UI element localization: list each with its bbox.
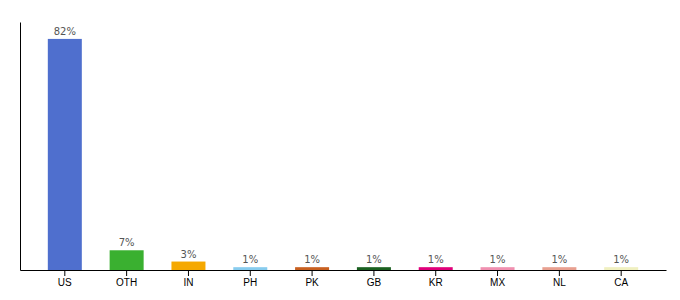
- bars: [48, 39, 638, 270]
- x-tick-mark: [312, 270, 313, 276]
- x-tick-mark: [559, 270, 560, 276]
- x-tick-mark: [250, 270, 251, 276]
- x-tick-label: PK: [305, 277, 319, 288]
- x-tick-label: US: [58, 277, 72, 288]
- bar: [419, 267, 453, 270]
- x-tick-mark: [621, 270, 622, 276]
- x-tick: IN: [183, 270, 193, 288]
- y-axis: [20, 23, 21, 271]
- chart: US OTH IN PH PK GB KR MX NL CA 82% 7% 3% 1% 1% 1% 1% 1% 1%…: [0, 0, 680, 300]
- x-tick: NL: [553, 270, 566, 288]
- x-tick-label: IN: [183, 277, 193, 288]
- data-label: 1%: [366, 254, 382, 265]
- bar: [357, 267, 391, 270]
- bar: [48, 39, 82, 270]
- x-tick: MX: [490, 270, 505, 288]
- x-tick-mark: [64, 270, 65, 276]
- bar: [233, 267, 267, 270]
- data-label: 1%: [613, 254, 629, 265]
- x-tick-label: PH: [243, 277, 257, 288]
- data-label: 1%: [490, 254, 506, 265]
- x-tick-label: MX: [490, 277, 505, 288]
- data-label: 3%: [181, 249, 197, 260]
- data-label: 1%: [551, 254, 567, 265]
- x-axis: US OTH IN PH PK GB KR MX NL CA: [21, 270, 667, 288]
- x-tick-mark: [126, 270, 127, 276]
- x-tick-label: NL: [553, 277, 566, 288]
- x-tick: PK: [305, 270, 319, 288]
- bar: [171, 262, 205, 270]
- data-label: 1%: [304, 254, 320, 265]
- data-label: 82%: [54, 26, 76, 37]
- y-axis-line: [20, 23, 21, 271]
- x-axis-line: [21, 270, 667, 271]
- bar: [295, 267, 329, 270]
- x-tick: OTH: [116, 270, 137, 288]
- x-tick-mark: [497, 270, 498, 276]
- x-tick: US: [58, 270, 72, 288]
- data-label: 1%: [242, 254, 258, 265]
- x-tick-mark: [435, 270, 436, 276]
- bar: [110, 250, 144, 270]
- x-tick-label: OTH: [116, 277, 137, 288]
- x-tick-label: CA: [614, 277, 628, 288]
- data-labels: 82% 7% 3% 1% 1% 1% 1% 1% 1% 1%: [54, 26, 629, 265]
- bar: [481, 267, 515, 270]
- x-tick: CA: [614, 270, 628, 288]
- x-tick: GB: [367, 270, 382, 288]
- bar: [542, 267, 576, 270]
- x-tick-mark: [373, 270, 374, 276]
- x-tick-label: KR: [429, 277, 443, 288]
- data-label: 7%: [119, 237, 135, 248]
- data-label: 1%: [428, 254, 444, 265]
- x-tick-mark: [188, 270, 189, 276]
- bar: [604, 267, 638, 270]
- x-tick: PH: [243, 270, 257, 288]
- plot: US OTH IN PH PK GB KR MX NL CA 82% 7% 3% 1% 1% 1% 1% 1% 1%…: [21, 23, 667, 289]
- x-tick: KR: [429, 270, 443, 288]
- x-tick-label: GB: [367, 277, 382, 288]
